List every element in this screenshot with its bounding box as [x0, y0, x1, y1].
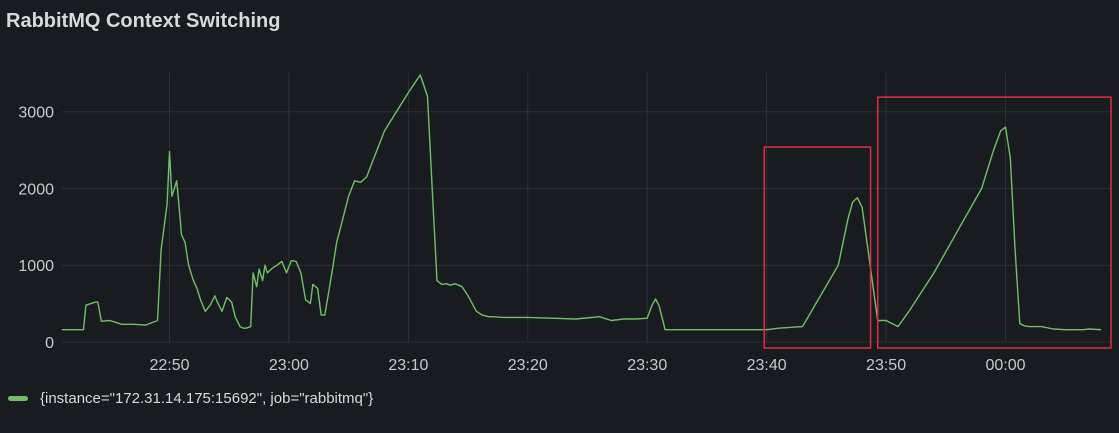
x-tick-label: 00:00 — [985, 357, 1025, 374]
x-axis: 22:50 23:00 23:10 23:20 23:30 23:40 23:50 00:00 — [149, 357, 1025, 374]
x-tick-label: 23:30 — [627, 357, 667, 374]
x-tick-label: 23:10 — [388, 357, 428, 374]
x-tick-label: 23:20 — [508, 357, 548, 374]
x-tick-label: 23:00 — [269, 357, 309, 374]
legend[interactable]: {instance="172.31.14.175:15692", job="ra… — [8, 390, 373, 407]
series-line[interactable] — [62, 74, 1102, 331]
highlight-box — [876, 96, 1112, 349]
grid — [62, 73, 1113, 343]
y-tick-label: 2000 — [18, 181, 54, 198]
series-layer — [62, 74, 1102, 331]
legend-swatch — [8, 396, 28, 401]
x-tick-label: 23:50 — [866, 357, 906, 374]
x-tick-label: 23:40 — [747, 357, 787, 374]
y-tick-label: 0 — [45, 335, 54, 352]
annotation-layer — [763, 96, 1112, 349]
y-axis: 0 1000 2000 3000 — [18, 105, 54, 352]
highlight-box — [763, 146, 872, 349]
y-tick-label: 3000 — [18, 105, 54, 122]
panel-title[interactable]: RabbitMQ Context Switching — [6, 10, 281, 32]
legend-label[interactable]: {instance="172.31.14.175:15692", job="ra… — [40, 390, 374, 407]
y-tick-label: 1000 — [18, 258, 54, 275]
x-tick-label: 22:50 — [149, 357, 189, 374]
